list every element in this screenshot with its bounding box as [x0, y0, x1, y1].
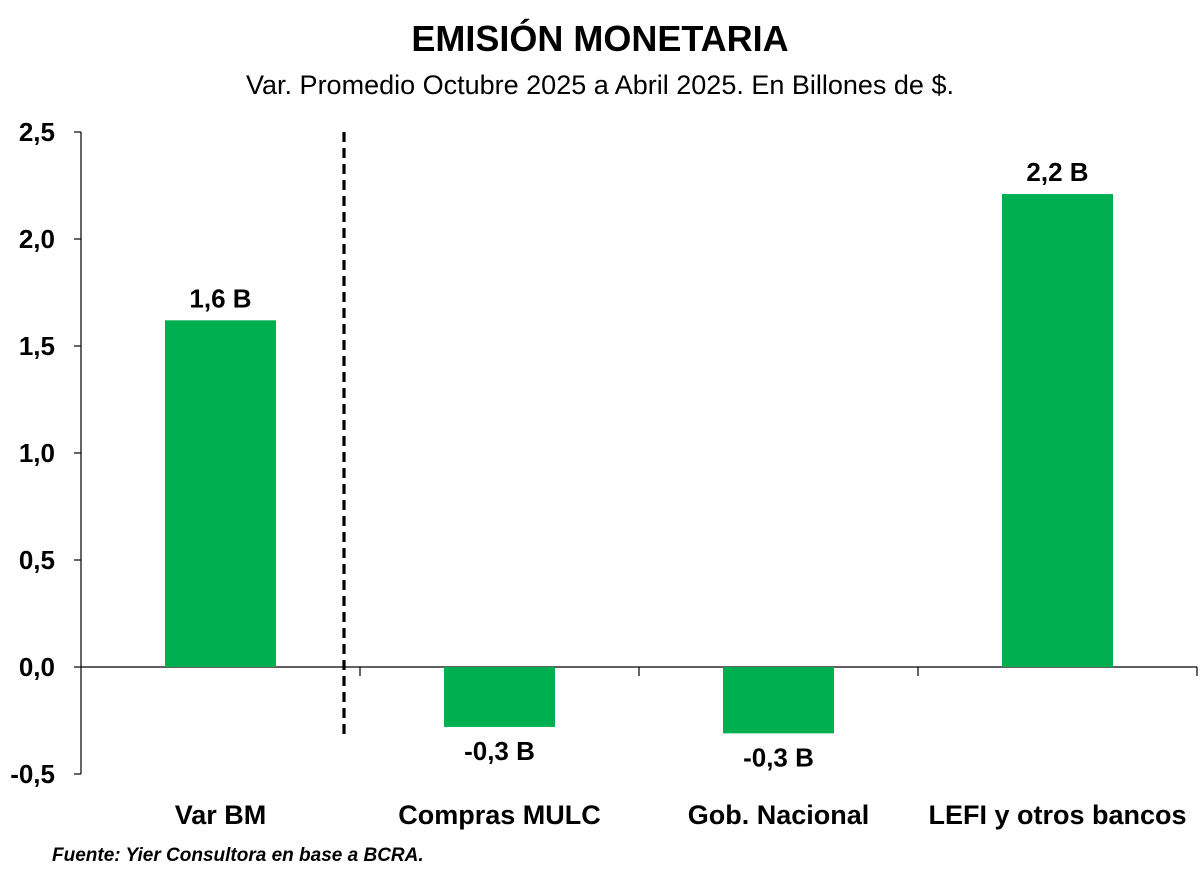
x-category-label: Gob. Nacional — [688, 800, 870, 830]
bar — [723, 667, 834, 734]
y-tick-label: 1,5 — [19, 331, 55, 361]
y-tick-label: 1,0 — [19, 438, 55, 468]
y-tick-label: 0,0 — [19, 652, 55, 682]
chart-title: EMISIÓN MONETARIA — [411, 18, 789, 59]
x-category-label: Var BM — [175, 800, 267, 830]
bar — [165, 320, 276, 667]
y-tick-label: 2,5 — [19, 117, 55, 147]
bar — [444, 667, 555, 727]
chart-subtitle: Var. Promedio Octubre 2025 a Abril 2025.… — [246, 70, 954, 100]
y-tick-label: -0,5 — [10, 759, 55, 789]
data-label: -0,3 B — [464, 736, 535, 766]
x-category-label: Compras MULC — [398, 800, 601, 830]
bar — [1002, 194, 1113, 667]
y-tick-label: 0,5 — [19, 545, 55, 575]
data-label: 2,2 B — [1026, 157, 1088, 187]
source-note: Fuente: Yier Consultora en base a BCRA. — [52, 845, 424, 866]
y-tick-label: 2,0 — [19, 224, 55, 254]
data-label: 1,6 B — [189, 283, 251, 313]
data-label: -0,3 B — [743, 742, 814, 772]
x-category-label: LEFI y otros bancos — [928, 800, 1186, 830]
